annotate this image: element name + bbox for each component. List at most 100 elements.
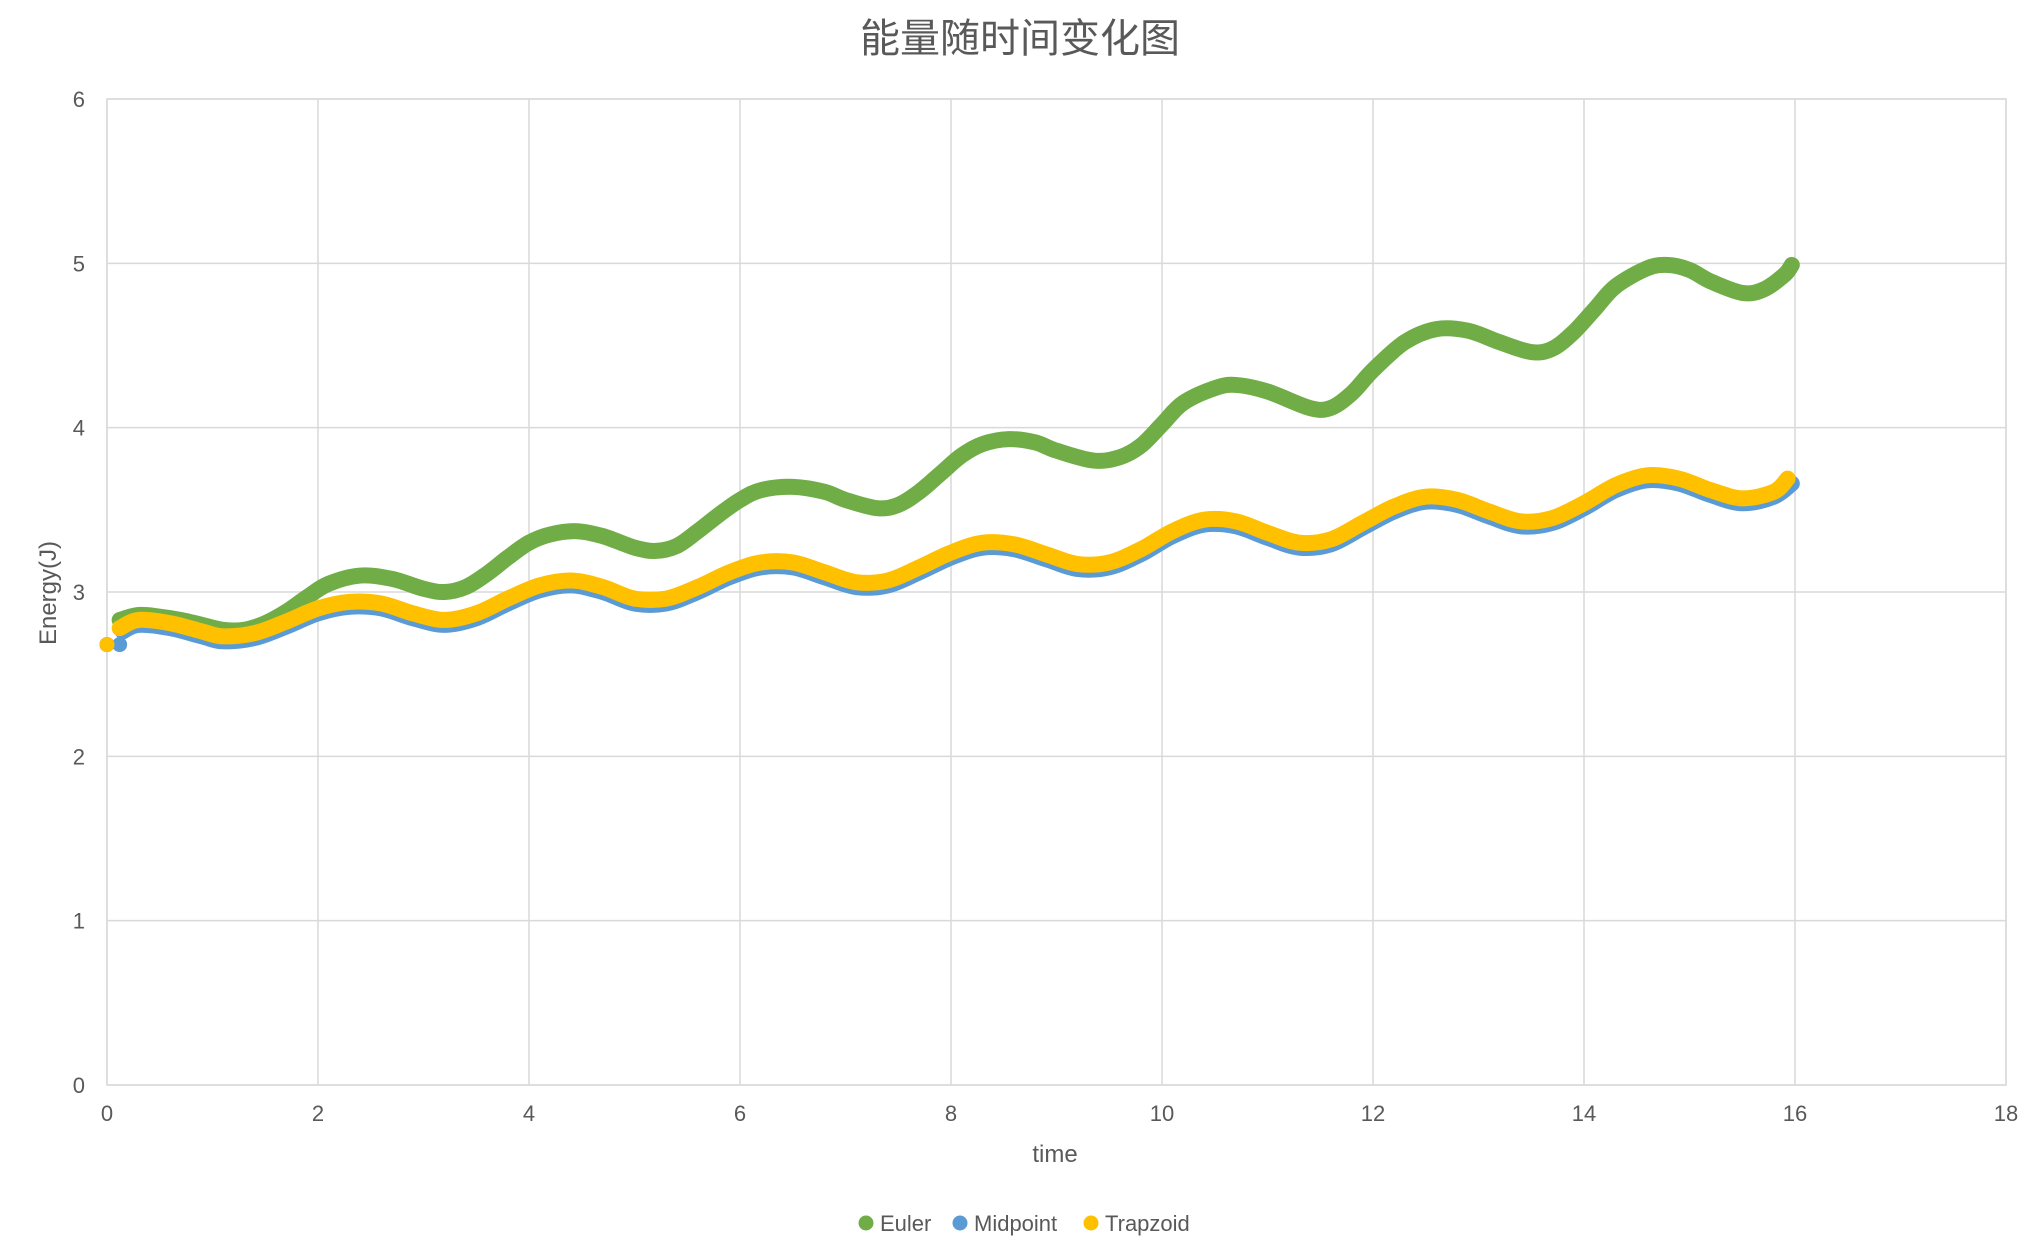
data-point	[1354, 515, 1370, 531]
y-tick-label: 5	[73, 251, 85, 276]
data-point	[975, 535, 991, 551]
data-point	[785, 554, 801, 570]
data-point	[479, 566, 495, 582]
data-point	[816, 484, 832, 500]
data-point	[1386, 499, 1402, 515]
data-point	[458, 579, 474, 595]
legend-label-midpoint: Midpoint	[974, 1211, 1057, 1236]
y-axis-title: Energy(J)	[35, 541, 62, 645]
data-point	[669, 538, 685, 554]
data-point	[911, 484, 927, 500]
data-point	[1481, 503, 1497, 519]
data-point	[1165, 523, 1181, 539]
data-point	[1682, 262, 1697, 278]
data-point	[1544, 341, 1560, 357]
data-point	[542, 526, 558, 542]
legend-marker-trapzoid	[1083, 1215, 1099, 1231]
data-point	[648, 543, 664, 559]
data-point	[732, 492, 748, 508]
data-point	[1608, 477, 1624, 493]
data-point	[521, 535, 537, 551]
data-point	[1660, 257, 1676, 273]
data-point	[1228, 513, 1244, 529]
data-point	[1397, 334, 1413, 350]
data-point	[112, 620, 128, 636]
series-line	[111, 256, 1800, 639]
data-point	[568, 523, 584, 539]
data-point	[194, 623, 210, 639]
data-point	[595, 579, 611, 595]
data-point	[500, 549, 516, 565]
data-point	[1291, 535, 1307, 551]
data-point	[1260, 525, 1275, 541]
data-point	[1070, 556, 1086, 572]
data-point	[880, 572, 896, 588]
x-tick-label: 6	[734, 1101, 746, 1126]
data-point	[753, 554, 769, 570]
data-point	[437, 612, 453, 628]
data-point	[943, 545, 959, 561]
x-tick-label: 12	[1361, 1101, 1385, 1126]
data-point	[816, 564, 832, 580]
data-point	[711, 507, 727, 523]
gridlines	[106, 98, 2007, 1086]
series-layer	[99, 256, 1800, 653]
data-point	[1755, 282, 1771, 298]
series-trapzoid	[99, 467, 1796, 653]
data-point	[1565, 324, 1581, 340]
x-tick-label: 16	[1783, 1101, 1807, 1126]
data-point	[890, 497, 906, 513]
data-point	[1207, 380, 1223, 396]
data-point	[848, 574, 864, 590]
data-point	[1175, 395, 1191, 411]
legend-label-euler: Euler	[880, 1211, 931, 1236]
y-tick-label: 4	[73, 416, 85, 441]
data-point	[690, 523, 706, 539]
data-point	[1671, 471, 1687, 487]
data-point	[1587, 301, 1603, 317]
data-point	[1085, 453, 1101, 469]
data-point	[342, 594, 358, 610]
data-point	[1523, 344, 1539, 360]
data-point	[532, 577, 548, 593]
data-point	[1492, 334, 1508, 350]
y-tick-label: 6	[73, 87, 85, 112]
data-point	[563, 572, 579, 588]
data-point	[975, 436, 991, 452]
x-tick-label: 2	[312, 1101, 324, 1126]
data-point	[1734, 490, 1750, 506]
legend-marker-euler	[858, 1215, 874, 1231]
data-point	[112, 637, 128, 653]
data-point	[1006, 536, 1022, 552]
data-point	[721, 564, 737, 580]
data-point	[162, 615, 178, 631]
data-point	[1780, 471, 1796, 487]
data-point	[658, 591, 674, 607]
data-point	[838, 492, 853, 508]
data-point	[384, 571, 400, 587]
data-point	[1154, 416, 1170, 432]
data-point	[99, 637, 115, 653]
data-point	[1639, 467, 1655, 483]
data-point	[1734, 285, 1750, 301]
y-tick-label: 0	[73, 1073, 85, 1098]
legend-marker-midpoint	[952, 1215, 968, 1231]
data-point	[911, 559, 927, 575]
data-point	[1703, 482, 1719, 498]
data-point	[1133, 541, 1149, 557]
x-tick-label: 18	[1994, 1101, 2018, 1126]
data-point	[1428, 321, 1444, 337]
data-point	[1544, 510, 1560, 526]
data-point	[1323, 400, 1339, 416]
chart-title: 能量随时间变化图	[860, 16, 1180, 62]
data-point	[468, 605, 484, 621]
x-tick-label: 0	[101, 1101, 113, 1126]
data-point	[1418, 489, 1434, 505]
data-point	[405, 605, 421, 621]
x-tick-label: 8	[945, 1101, 957, 1126]
data-point	[1038, 546, 1054, 562]
data-point	[1344, 385, 1360, 401]
x-tick-label: 4	[523, 1101, 535, 1126]
